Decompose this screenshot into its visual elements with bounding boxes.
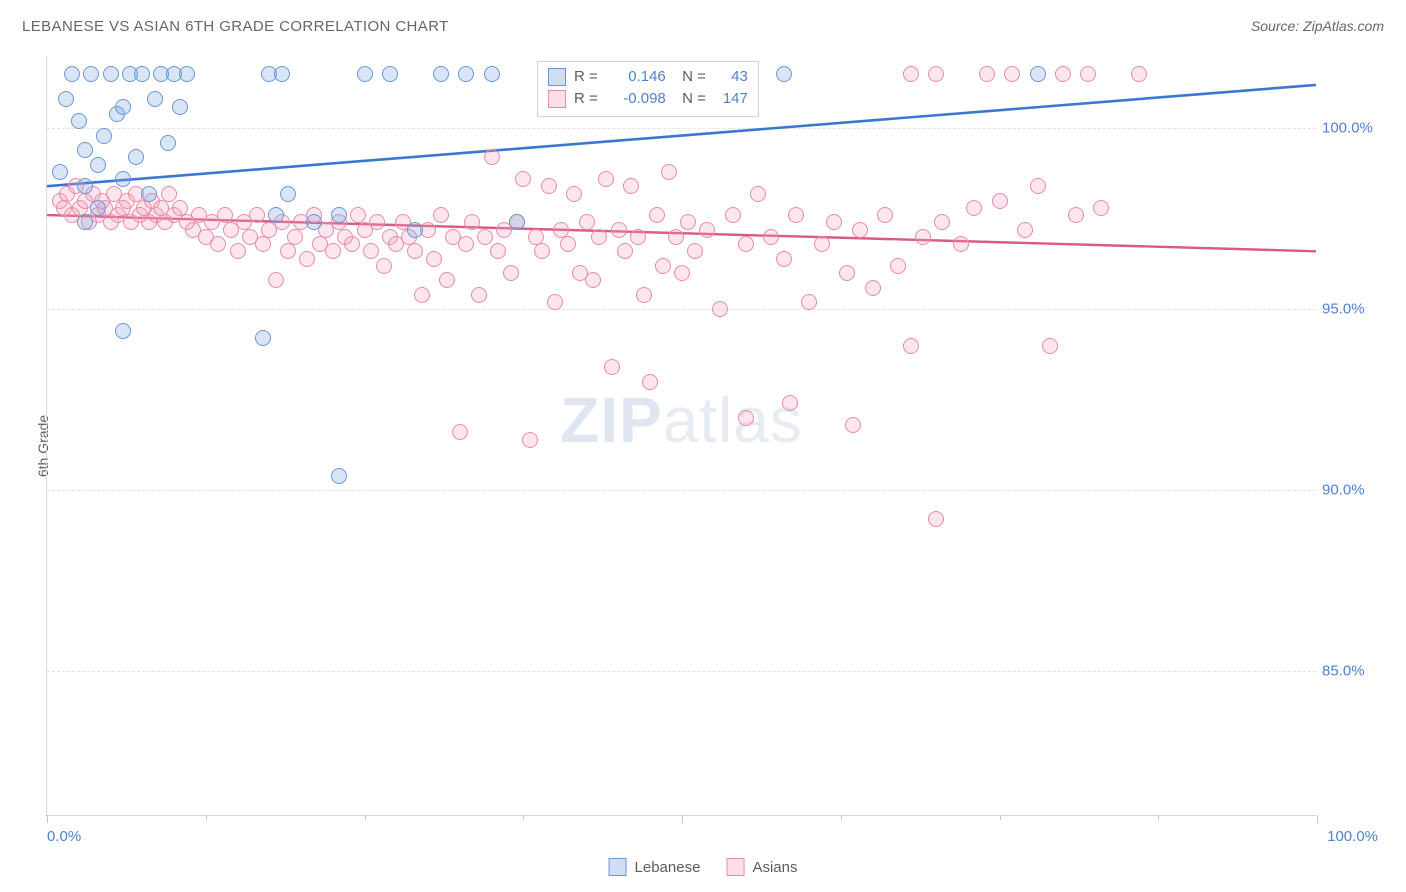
legend-item-lebanese: Lebanese bbox=[609, 858, 701, 876]
swatch-lebanese-icon bbox=[609, 858, 627, 876]
x-tick-label-min: 0.0% bbox=[47, 828, 81, 845]
y-tick-label: 100.0% bbox=[1322, 120, 1384, 137]
swatch-asians-icon bbox=[548, 90, 566, 108]
x-tick-major bbox=[47, 815, 48, 823]
scatter-point bbox=[58, 91, 74, 107]
stats-row-lebanese: R = 0.146 N = 43 bbox=[548, 66, 748, 88]
stat-r-label: R = bbox=[574, 66, 598, 88]
scatter-point bbox=[776, 66, 792, 82]
scatter-point bbox=[52, 164, 68, 180]
legend-item-asians: Asians bbox=[726, 858, 797, 876]
stat-n-label: N = bbox=[674, 66, 706, 88]
scatter-point bbox=[179, 66, 195, 82]
scatter-point bbox=[509, 214, 525, 230]
scatter-point bbox=[83, 66, 99, 82]
stat-r-value-asians: -0.098 bbox=[606, 88, 666, 110]
x-tick-label-max: 100.0% bbox=[1327, 828, 1378, 845]
x-tick-minor bbox=[365, 815, 366, 820]
stat-r-label: R = bbox=[574, 88, 598, 110]
scatter-point bbox=[147, 91, 163, 107]
scatter-point bbox=[458, 66, 474, 82]
scatter-point bbox=[1030, 66, 1046, 82]
x-tick-minor bbox=[1158, 815, 1159, 820]
stat-n-value-asians: 147 bbox=[714, 88, 748, 110]
x-tick-major bbox=[1317, 815, 1318, 823]
y-tick-label: 85.0% bbox=[1322, 663, 1384, 680]
x-tick-minor bbox=[1000, 815, 1001, 820]
swatch-lebanese-icon bbox=[548, 68, 566, 86]
scatter-point bbox=[268, 207, 284, 223]
scatter-point bbox=[331, 207, 347, 223]
scatter-point bbox=[77, 214, 93, 230]
scatter-point bbox=[115, 99, 131, 115]
scatter-point bbox=[115, 323, 131, 339]
scatter-point bbox=[306, 214, 322, 230]
scatter-point bbox=[280, 186, 296, 202]
scatter-point bbox=[141, 186, 157, 202]
scatter-point bbox=[134, 66, 150, 82]
swatch-asians-icon bbox=[726, 858, 744, 876]
plot-inner: ZIPatlas 85.0%90.0%95.0%100.0% 0.0% 100.… bbox=[46, 56, 1316, 816]
y-tick-label: 90.0% bbox=[1322, 482, 1384, 499]
scatter-point bbox=[382, 66, 398, 82]
stat-n-label: N = bbox=[674, 88, 706, 110]
scatter-point bbox=[77, 178, 93, 194]
legend-label: Lebanese bbox=[635, 859, 701, 876]
legend: Lebanese Asians bbox=[609, 858, 798, 876]
stats-row-asians: R = -0.098 N = 147 bbox=[548, 88, 748, 110]
scatter-point bbox=[160, 135, 176, 151]
scatter-lebanese bbox=[47, 56, 1316, 815]
scatter-point bbox=[433, 66, 449, 82]
scatter-point bbox=[357, 66, 373, 82]
scatter-point bbox=[77, 142, 93, 158]
scatter-point bbox=[115, 171, 131, 187]
scatter-point bbox=[64, 66, 80, 82]
x-tick-major bbox=[682, 815, 683, 823]
scatter-point bbox=[71, 113, 87, 129]
x-tick-minor bbox=[523, 815, 524, 820]
x-tick-minor bbox=[841, 815, 842, 820]
stat-n-value-lebanese: 43 bbox=[714, 66, 748, 88]
chart-title: LEBANESE VS ASIAN 6TH GRADE CORRELATION … bbox=[22, 18, 449, 35]
stats-box: R = 0.146 N = 43 R = -0.098 N = 147 bbox=[537, 61, 759, 117]
scatter-point bbox=[96, 128, 112, 144]
scatter-point bbox=[90, 157, 106, 173]
scatter-point bbox=[103, 66, 119, 82]
scatter-point bbox=[128, 149, 144, 165]
legend-label: Asians bbox=[752, 859, 797, 876]
scatter-point bbox=[331, 468, 347, 484]
scatter-point bbox=[407, 222, 423, 238]
stat-r-value-lebanese: 0.146 bbox=[606, 66, 666, 88]
plot-area: ZIPatlas 85.0%90.0%95.0%100.0% 0.0% 100.… bbox=[46, 56, 1386, 816]
source-label: Source: ZipAtlas.com bbox=[1251, 18, 1384, 34]
y-tick-label: 95.0% bbox=[1322, 301, 1384, 318]
x-tick-minor bbox=[206, 815, 207, 820]
scatter-point bbox=[255, 330, 271, 346]
scatter-point bbox=[90, 200, 106, 216]
scatter-point bbox=[484, 66, 500, 82]
scatter-point bbox=[274, 66, 290, 82]
scatter-point bbox=[172, 99, 188, 115]
